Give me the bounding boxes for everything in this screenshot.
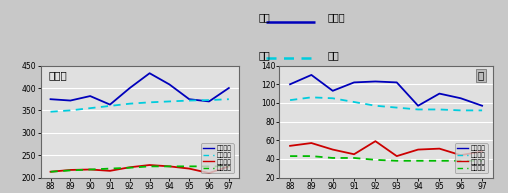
Text: 全部位: 全部位 xyxy=(49,70,68,80)
Text: 胃: 胃 xyxy=(478,70,484,80)
Text: 実線: 実線 xyxy=(259,12,271,22)
Text: 全国: 全国 xyxy=(327,51,339,61)
Legend: 男：鳥取, 男：全国, 女：鳥取, 女：全国: 男：鳥取, 男：全国, 女：鳥取, 女：全国 xyxy=(455,143,488,173)
Text: 鳥取県: 鳥取県 xyxy=(327,12,345,22)
Text: 破線: 破線 xyxy=(259,51,271,61)
Legend: 男：鳥取, 男：全国, 女：鳥取, 女：全国: 男：鳥取, 男：全国, 女：鳥取, 女：全国 xyxy=(201,143,234,173)
